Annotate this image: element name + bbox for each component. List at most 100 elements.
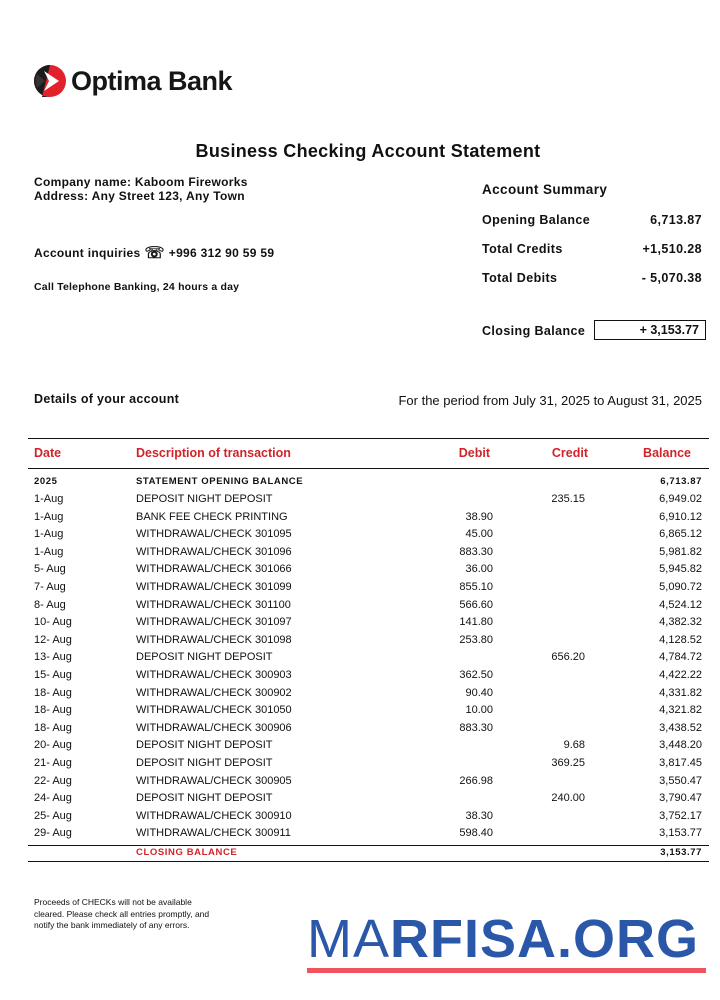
row-description: WITHDRAWAL/CHECK 300903 [136, 669, 292, 681]
row-debit: 566.60 [459, 598, 493, 611]
divider [28, 468, 709, 469]
row-balance: 3,790.47 [659, 792, 702, 805]
phone-number: +996 312 90 59 59 [168, 246, 275, 260]
row-description: STATEMENT OPENING BALANCE [136, 476, 304, 487]
divider [28, 438, 709, 439]
footer-note-line: cleared. Please check all entries prompt… [34, 908, 210, 919]
closing-balance-label: Closing Balance [482, 324, 586, 338]
row-credit: 656.20 [551, 651, 585, 664]
account-summary-heading: Account Summary [482, 182, 608, 197]
watermark-bold-text: RFISA.ORG [390, 909, 700, 969]
row-debit: 855.10 [459, 581, 493, 593]
total-credits-label: Total Credits [482, 242, 563, 256]
row-date: 1-Aug [34, 528, 64, 541]
row-description: WITHDRAWAL/CHECK 301066 [136, 563, 292, 576]
row-balance: 3,550.47 [659, 774, 702, 787]
row-description: WITHDRAWAL/CHECK 300910 [136, 809, 292, 822]
row-date: 8- Aug [34, 598, 66, 611]
opening-balance-table-row: 2025 STATEMENT OPENING BALANCE 6,713.87 [0, 476, 720, 494]
row-balance: 4,128.52 [659, 633, 702, 646]
table-row: 18- Aug WITHDRAWAL/CHECK 300902 90.40 4,331… [0, 687, 720, 705]
row-description: WITHDRAWAL/CHECK 300906 [136, 721, 292, 734]
divider [28, 845, 709, 846]
row-balance: 5,090.72 [659, 581, 702, 593]
table-row: 22- Aug WITHDRAWAL/CHECK 300905 266.98 3,55… [0, 775, 720, 793]
statement-period: For the period from July 31, 2025 to Aug… [398, 393, 702, 408]
row-debit: 10.00 [465, 704, 493, 717]
row-balance: 6,713.87 [660, 476, 702, 487]
row-description: WITHDRAWAL/CHECK 301096 [136, 545, 292, 558]
closing-balance-table-row: CLOSING BALANCE 3,153.77 [0, 847, 720, 865]
divider [28, 861, 709, 862]
row-debit: 598.40 [459, 827, 493, 840]
company-name: Company name: Kaboom Fireworks [34, 175, 248, 189]
table-row: 24- Aug DEPOSIT NIGHT DEPOSIT 240.00 3,790.… [0, 792, 720, 810]
table-row: 29- Aug WITHDRAWAL/CHECK 300911 598.40 3,15… [0, 827, 720, 845]
row-description: WITHDRAWAL/CHECK 300902 [136, 686, 292, 699]
row-description: DEPOSIT NIGHT DEPOSIT [136, 493, 273, 505]
watermark: MARFISA.ORG [307, 908, 699, 970]
row-balance: 4,422.22 [659, 669, 702, 681]
total-credits-value: +1,510.28 [642, 242, 702, 256]
opening-balance-row: Opening Balance 6,713.87 [482, 213, 702, 227]
table-row: 12- Aug WITHDRAWAL/CHECK 301098 253.80 4,12… [0, 634, 720, 652]
row-debit: 883.30 [459, 721, 493, 734]
row-credit: 235.15 [551, 493, 585, 505]
row-date: 18- Aug [34, 721, 72, 734]
footer-note-line: Proceeds of CHECKs will not be available [34, 897, 192, 907]
row-description: DEPOSIT NIGHT DEPOSIT [136, 651, 273, 664]
row-date: 13- Aug [34, 651, 72, 664]
row-balance: 4,382.32 [659, 616, 702, 629]
row-credit: 9.68 [563, 739, 585, 752]
row-debit: 36.00 [465, 563, 493, 576]
table-row: 1-Aug WITHDRAWAL/CHECK 301096 883.30 5,981.… [0, 546, 720, 564]
table-row: 5- Aug WITHDRAWAL/CHECK 301066 36.00 5,945.… [0, 563, 720, 581]
row-balance: 4,321.82 [659, 704, 702, 717]
opening-balance-value: 6,713.87 [650, 213, 702, 227]
row-date: 5- Aug [34, 563, 66, 576]
total-debits-label: Total Debits [482, 271, 558, 285]
column-header-debit: Debit [458, 446, 490, 460]
row-date: 7- Aug [34, 581, 66, 593]
table-row: 18- Aug WITHDRAWAL/CHECK 301050 10.00 4,321… [0, 704, 720, 722]
row-debit: 141.80 [459, 616, 493, 629]
column-header-description: Description of transaction [136, 446, 291, 460]
row-balance: 3,448.20 [659, 739, 702, 752]
telephone-banking-note: Call Telephone Banking, 24 hours a day [34, 281, 240, 293]
row-debit: 883.30 [459, 545, 493, 558]
row-balance: 4,524.12 [659, 598, 702, 611]
total-debits-row: Total Debits - 5,070.38 [482, 271, 702, 285]
row-date: 1-Aug [34, 510, 64, 523]
total-credits-row: Total Credits +1,510.28 [482, 242, 702, 256]
bank-name: Optima Bank [71, 65, 233, 96]
row-date: 25- Aug [34, 809, 72, 822]
row-debit: 38.30 [465, 809, 493, 822]
statement-title: Business Checking Account Statement [195, 141, 541, 161]
row-balance: 3,153.77 [660, 847, 702, 858]
row-date: 15- Aug [34, 669, 72, 681]
row-balance: 6,910.12 [659, 510, 702, 523]
table-row: 20- Aug DEPOSIT NIGHT DEPOSIT 9.68 3,448.20 [0, 739, 720, 757]
row-description: WITHDRAWAL/CHECK 300905 [136, 774, 292, 787]
account-inquiries: Account inquiries ☏ +996 312 90 59 59 [34, 243, 274, 263]
table-row: 7- Aug WITHDRAWAL/CHECK 301099 855.10 5,090… [0, 581, 720, 599]
row-balance: 6,865.12 [659, 528, 702, 541]
row-debit: 362.50 [459, 669, 493, 681]
row-credit: 369.25 [551, 757, 585, 769]
bank-logo: Optima Bank [33, 64, 233, 98]
table-row: 15- Aug WITHDRAWAL/CHECK 300903 362.50 4,42… [0, 669, 720, 687]
row-description: BANK FEE CHECK PRINTING [136, 510, 288, 523]
row-description: WITHDRAWAL/CHECK 301097 [136, 616, 292, 629]
table-row: 8- Aug WITHDRAWAL/CHECK 301100 566.60 4,524… [0, 599, 720, 617]
opening-balance-label: Opening Balance [482, 213, 591, 227]
column-header-date: Date [34, 446, 62, 460]
table-row: 10- Aug WITHDRAWAL/CHECK 301097 141.80 4,38… [0, 616, 720, 634]
row-balance: 3,817.45 [659, 757, 702, 769]
row-description: DEPOSIT NIGHT DEPOSIT [136, 757, 273, 769]
row-balance: 3,438.52 [659, 721, 702, 734]
row-debit: 90.40 [465, 686, 493, 699]
footer-note: Proceeds of CHECKs will not be available… [34, 897, 209, 932]
row-description: CLOSING BALANCE [136, 847, 238, 858]
row-balance: 4,784.72 [659, 651, 702, 664]
watermark-underline [307, 968, 706, 973]
